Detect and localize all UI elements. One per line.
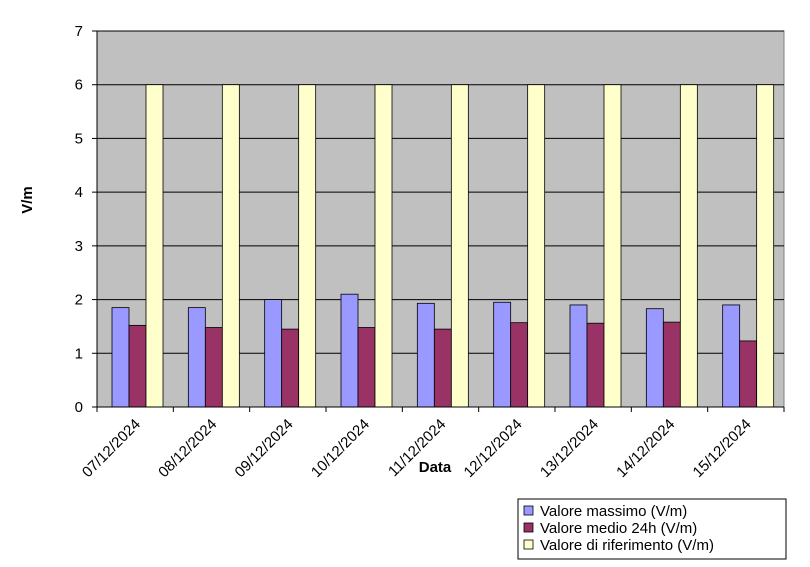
bar-1-2 [281, 328, 300, 408]
y-tick-label: 4 [75, 184, 83, 201]
axes [92, 30, 785, 412]
bar-2-7 [679, 84, 698, 408]
legend-box [517, 498, 787, 560]
y-tick-label: 6 [75, 77, 83, 94]
bar-1-3 [357, 327, 376, 408]
bar-0-5 [493, 301, 512, 408]
y-tick-label: 0 [75, 399, 83, 416]
y-tick-label: 7 [75, 23, 83, 40]
bar-0-6 [569, 304, 588, 408]
bar-1-8 [739, 340, 758, 408]
bar-0-1 [187, 307, 206, 408]
bar-2-5 [527, 84, 546, 408]
bar-0-2 [264, 299, 283, 408]
bar-1-4 [433, 328, 452, 408]
bar-2-8 [756, 84, 775, 408]
y-tick-label: 3 [75, 238, 83, 255]
y-tick-labels: 0 1 2 3 4 5 6 7 [75, 23, 83, 416]
bar-2-4 [450, 84, 469, 408]
bar-0-8 [722, 304, 741, 408]
y-tick-label: 1 [75, 345, 83, 362]
bar-1-7 [662, 321, 681, 408]
bar-1-5 [510, 322, 529, 408]
bars [111, 84, 775, 408]
x-axis-title: Data [419, 459, 452, 476]
legend-label-1: Valore medio 24h (V/m) [540, 520, 697, 537]
y-tick-label: 5 [75, 130, 83, 147]
bar-0-4 [416, 302, 435, 408]
bar-2-0 [145, 84, 164, 408]
bar-2-6 [603, 84, 622, 408]
bar-2-3 [374, 84, 393, 408]
y-axis-title: V/m [19, 186, 36, 214]
grid-lines [97, 30, 784, 354]
legend-swatch-1 [523, 522, 534, 533]
legend-swatch-2 [523, 539, 534, 550]
legend-label-0: Valore massimo (V/m) [540, 503, 687, 520]
bar-1-1 [204, 327, 223, 408]
bar-0-7 [645, 308, 664, 408]
bar-0-0 [111, 307, 130, 408]
bar-0-3 [340, 293, 359, 408]
legend-swatch-0 [523, 505, 534, 516]
y-tick-label: 2 [75, 292, 83, 309]
legend: Valore massimo (V/m)Valore medio 24h (V/… [517, 498, 787, 560]
bar-1-0 [128, 324, 147, 408]
bar-2-2 [298, 84, 317, 408]
bar-1-6 [586, 322, 605, 408]
legend-label-2: Valore di riferimento (V/m) [540, 537, 714, 554]
bar-2-1 [221, 84, 240, 408]
